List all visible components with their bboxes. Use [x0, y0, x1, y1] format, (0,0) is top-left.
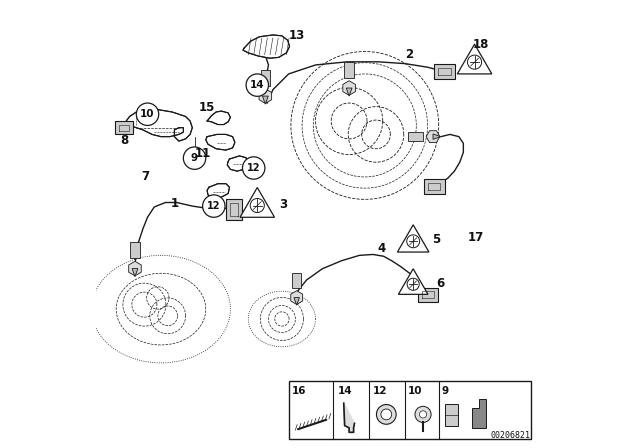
Polygon shape	[419, 288, 438, 302]
Text: 12: 12	[207, 201, 221, 211]
Polygon shape	[292, 273, 301, 288]
Polygon shape	[472, 399, 486, 428]
Polygon shape	[130, 242, 140, 258]
Text: 9: 9	[442, 386, 449, 396]
Polygon shape	[344, 403, 355, 432]
Text: 8: 8	[120, 134, 129, 147]
Polygon shape	[408, 132, 424, 141]
Polygon shape	[227, 199, 242, 220]
Polygon shape	[259, 89, 271, 103]
Polygon shape	[243, 35, 289, 58]
Circle shape	[381, 409, 392, 420]
Polygon shape	[262, 96, 268, 104]
Circle shape	[415, 406, 431, 422]
Polygon shape	[291, 291, 303, 305]
Text: 13: 13	[289, 29, 305, 43]
Text: 2: 2	[404, 48, 413, 61]
Circle shape	[376, 405, 396, 424]
Circle shape	[419, 411, 427, 418]
Text: 15: 15	[199, 101, 215, 114]
Text: 11: 11	[195, 146, 211, 160]
Polygon shape	[343, 81, 355, 95]
Circle shape	[184, 147, 206, 169]
Polygon shape	[132, 269, 138, 276]
Text: 5: 5	[433, 233, 440, 246]
Polygon shape	[398, 269, 428, 294]
Polygon shape	[397, 225, 429, 252]
Text: 16: 16	[292, 386, 307, 396]
Circle shape	[136, 103, 159, 125]
Polygon shape	[206, 134, 235, 150]
Bar	[289, 381, 531, 439]
Text: 18: 18	[472, 38, 488, 52]
Polygon shape	[458, 44, 492, 74]
Circle shape	[203, 195, 225, 217]
Text: 10: 10	[140, 109, 155, 119]
Text: 12: 12	[373, 386, 387, 396]
Polygon shape	[434, 64, 455, 79]
Polygon shape	[227, 156, 248, 171]
Text: 9: 9	[191, 153, 198, 163]
Text: 14: 14	[250, 80, 264, 90]
Text: 14: 14	[338, 386, 353, 396]
Polygon shape	[129, 261, 141, 276]
Text: 12: 12	[247, 163, 260, 173]
Polygon shape	[115, 121, 133, 134]
Polygon shape	[260, 70, 270, 86]
Polygon shape	[346, 88, 352, 96]
Text: 1: 1	[170, 197, 179, 211]
Polygon shape	[207, 184, 230, 198]
Text: 4: 4	[378, 242, 386, 255]
Polygon shape	[207, 111, 230, 125]
Polygon shape	[426, 131, 440, 142]
Bar	[445, 404, 458, 426]
Polygon shape	[240, 187, 275, 217]
Circle shape	[246, 74, 269, 96]
Circle shape	[243, 157, 265, 179]
Polygon shape	[294, 297, 300, 305]
Text: 00206821: 00206821	[491, 431, 531, 440]
Text: 3: 3	[279, 198, 287, 211]
Text: 6: 6	[436, 277, 444, 290]
Text: 10: 10	[408, 386, 423, 396]
Polygon shape	[424, 180, 445, 194]
Text: 17: 17	[468, 231, 484, 244]
Polygon shape	[123, 110, 192, 141]
Polygon shape	[433, 134, 440, 139]
Text: 7: 7	[141, 170, 149, 184]
Polygon shape	[344, 62, 354, 78]
